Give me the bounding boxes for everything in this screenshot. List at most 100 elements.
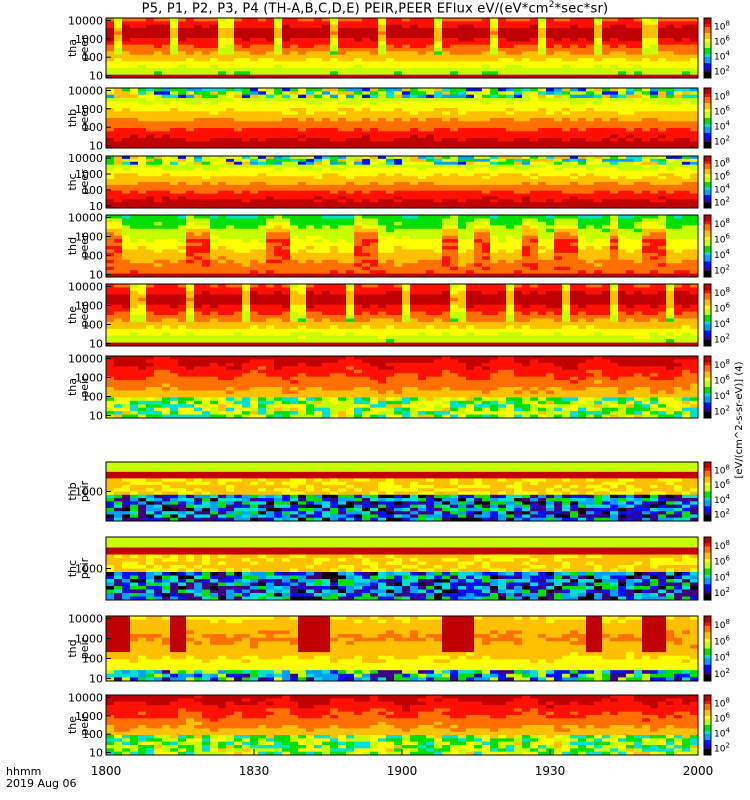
heat-cell bbox=[450, 170, 459, 174]
heat-cell bbox=[482, 196, 491, 200]
heat-cell bbox=[282, 41, 291, 46]
heat-cell bbox=[162, 18, 171, 22]
heat-cell bbox=[658, 88, 667, 92]
heat-cell bbox=[346, 31, 355, 36]
heat-cell bbox=[258, 270, 267, 274]
heat-cell bbox=[562, 114, 571, 119]
heat-cell bbox=[466, 71, 475, 76]
heat-cell bbox=[418, 18, 427, 22]
heat-cell bbox=[266, 74, 275, 79]
heat-cell bbox=[618, 108, 627, 112]
heat-cell bbox=[482, 246, 491, 250]
heat-cell bbox=[122, 270, 131, 274]
heat-cell bbox=[458, 170, 467, 174]
heat-cell bbox=[642, 68, 651, 72]
heat-cell bbox=[362, 170, 371, 174]
heat-cell bbox=[122, 108, 131, 112]
heat-cell bbox=[650, 205, 659, 209]
colorbar-segment bbox=[704, 174, 711, 178]
heat-cell bbox=[178, 179, 187, 183]
heat-cell bbox=[202, 266, 211, 271]
heat-cell bbox=[146, 259, 155, 264]
heat-cell bbox=[178, 199, 187, 203]
heat-cell bbox=[370, 242, 379, 247]
heat-cell bbox=[362, 218, 371, 223]
heat-cell bbox=[186, 205, 195, 209]
heat-cell bbox=[122, 215, 131, 219]
heat-cell bbox=[618, 164, 627, 168]
heat-cell bbox=[250, 259, 259, 264]
heat-cell bbox=[474, 44, 483, 49]
heat-cell bbox=[106, 48, 115, 52]
heat-cell bbox=[114, 256, 123, 261]
heat-cell bbox=[434, 225, 443, 230]
heat-cell bbox=[434, 51, 443, 56]
heat-cell bbox=[106, 64, 115, 69]
heat-cell bbox=[458, 215, 467, 219]
heat-cell bbox=[522, 202, 531, 206]
heat-cell bbox=[458, 21, 467, 26]
heat-cell bbox=[626, 21, 635, 26]
heat-cell bbox=[626, 128, 635, 132]
heat-cell bbox=[242, 196, 251, 200]
heat-cell bbox=[618, 124, 627, 129]
heat-cell bbox=[122, 118, 131, 122]
heat-cell bbox=[610, 128, 619, 132]
heat-cell bbox=[674, 24, 683, 29]
heat-cell bbox=[618, 182, 627, 186]
heat-cell bbox=[250, 193, 259, 197]
heat-cell bbox=[450, 18, 459, 22]
heat-cell bbox=[346, 158, 355, 163]
heat-cell bbox=[434, 41, 443, 46]
heat-cell bbox=[578, 179, 587, 183]
heat-cell bbox=[370, 131, 379, 136]
heat-cell bbox=[450, 266, 459, 271]
heat-cell bbox=[154, 48, 163, 52]
heat-cell bbox=[378, 104, 387, 109]
heat-cell bbox=[610, 34, 619, 39]
heat-cell bbox=[106, 193, 115, 197]
heat-cell bbox=[466, 58, 475, 62]
heat-cell bbox=[338, 64, 347, 69]
heat-cell bbox=[162, 98, 171, 102]
heat-cell bbox=[226, 156, 235, 160]
heat-cell bbox=[114, 138, 123, 142]
heat-cell bbox=[618, 54, 627, 59]
heat-cell bbox=[618, 138, 627, 142]
heat-cell bbox=[586, 34, 595, 39]
heat-cell bbox=[178, 68, 187, 72]
heat-cell bbox=[298, 266, 307, 271]
heat-cell bbox=[202, 94, 211, 99]
heat-cell bbox=[186, 196, 195, 200]
colorbar-segment bbox=[704, 179, 711, 183]
heat-cell bbox=[258, 121, 267, 126]
heat-cell bbox=[450, 205, 459, 209]
heat-cell bbox=[602, 18, 611, 22]
heat-cell bbox=[610, 167, 619, 171]
heat-cell bbox=[226, 225, 235, 230]
heat-cell bbox=[330, 193, 339, 197]
heat-cell bbox=[682, 68, 691, 72]
heat-cell bbox=[434, 184, 443, 189]
heat-cell bbox=[202, 161, 211, 166]
heat-cell bbox=[178, 134, 187, 139]
heat-cell bbox=[394, 184, 403, 189]
heat-cell bbox=[386, 144, 395, 149]
heat-cell bbox=[130, 246, 139, 250]
heat-cell bbox=[146, 167, 155, 171]
heat-cell bbox=[666, 170, 675, 174]
heat-cell bbox=[570, 170, 579, 174]
heat-cell bbox=[130, 202, 139, 206]
heat-cell bbox=[626, 144, 635, 149]
heat-cell bbox=[586, 91, 595, 96]
heat-cell bbox=[242, 68, 251, 72]
heat-cell bbox=[650, 21, 659, 26]
heat-cell bbox=[490, 71, 499, 76]
heat-cell bbox=[682, 167, 691, 171]
heat-cell bbox=[186, 249, 195, 254]
heat-cell bbox=[298, 114, 307, 119]
heat-cell bbox=[170, 170, 179, 174]
heat-cell bbox=[498, 161, 507, 166]
heat-cell bbox=[114, 131, 123, 136]
heat-cell bbox=[274, 108, 283, 112]
